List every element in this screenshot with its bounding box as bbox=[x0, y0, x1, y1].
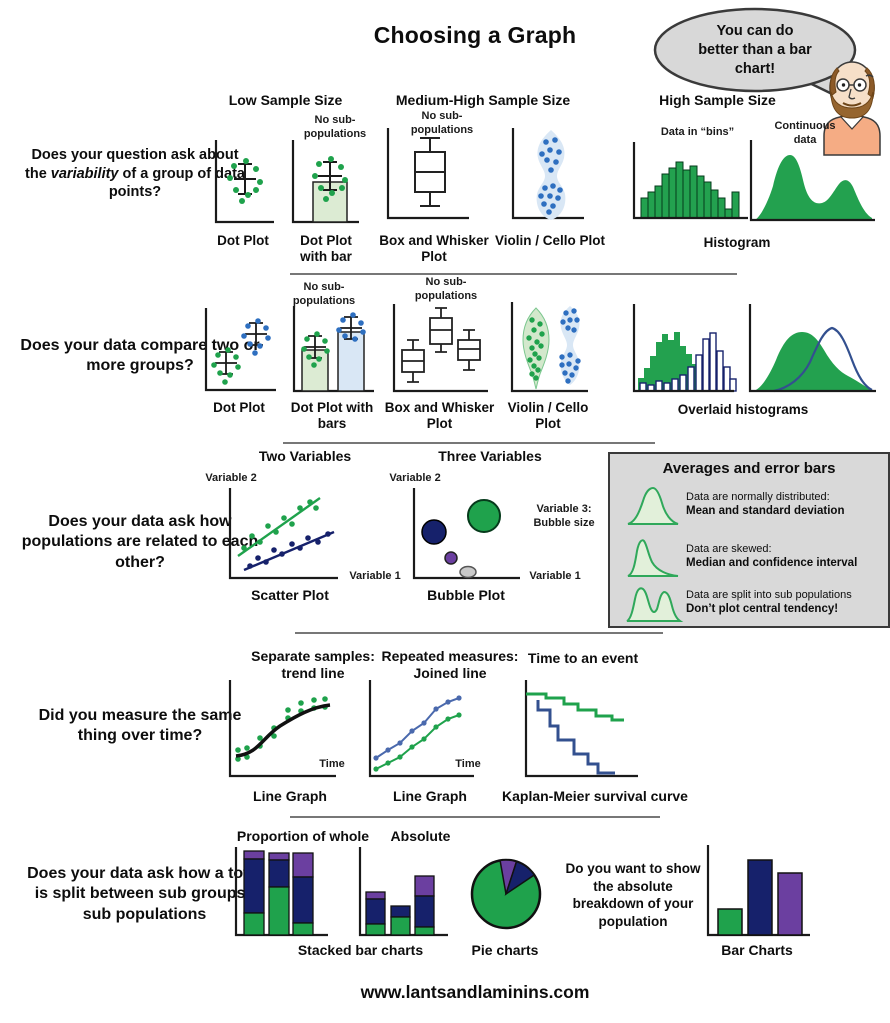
info-item-1-line2: Mean and standard deviation bbox=[686, 505, 845, 518]
row1-dot-plot-chart bbox=[214, 140, 274, 224]
row5-header-absolute: Absolute bbox=[390, 828, 451, 844]
normal-distribution-icon bbox=[627, 486, 679, 525]
row3-scatter-variable1-label: Variable 1 bbox=[349, 570, 401, 582]
row5-stacked-bar-proportion-chart bbox=[234, 847, 328, 937]
row4-trend-line-chart bbox=[228, 680, 336, 778]
page-title: Choosing a Graph bbox=[373, 22, 577, 48]
row1-box-whisker-chart bbox=[386, 128, 469, 220]
skewed-distribution-icon bbox=[627, 539, 679, 577]
row1-histogram-chart bbox=[632, 142, 748, 220]
info-box-title: Averages and error bars bbox=[662, 460, 836, 477]
row3-header-two-variables: Two Variables bbox=[258, 448, 352, 464]
row2-caption-dot-plot-with-bars: Dot Plot with bars bbox=[290, 400, 374, 432]
speech-bubble-text: You can do better than a bar chart! bbox=[698, 23, 812, 77]
column-header-medium-high-sample: Medium-High Sample Size bbox=[395, 92, 571, 108]
row3-caption-scatter: Scatter Plot bbox=[251, 587, 329, 603]
row4-question: Did you measure the same thing over time… bbox=[38, 707, 242, 745]
row2-dot-plot-with-bars-chart bbox=[292, 306, 374, 393]
row2-question: Does your data compare two or more group… bbox=[20, 337, 260, 375]
row3-scatter-variable2-label: Variable 2 bbox=[205, 472, 257, 484]
row2-dot-plot-chart bbox=[204, 308, 276, 392]
row5-pie-chart bbox=[470, 858, 542, 930]
row3-bubble-variable2-label: Variable 2 bbox=[389, 472, 441, 484]
row4-caption-line-graph-2: Line Graph bbox=[393, 788, 467, 804]
row2-caption-violin: Violin / Cello Plot bbox=[507, 400, 589, 432]
bimodal-distribution-icon bbox=[626, 587, 684, 622]
row1-caption-violin: Violin / Cello Plot bbox=[494, 233, 605, 248]
divider-4 bbox=[290, 816, 660, 818]
row2-no-subpopulations-label-1: No sub-populations bbox=[292, 281, 356, 307]
row2-caption-dot-plot: Dot Plot bbox=[213, 400, 265, 415]
row4-header-time-to-event: Time to an event bbox=[527, 650, 639, 666]
row1-caption-dot-plot: Dot Plot bbox=[217, 233, 269, 248]
info-item-3-line1: Data are split into sub populations bbox=[686, 589, 852, 601]
row4-time-label-2: Time bbox=[455, 758, 481, 770]
row1-no-subpopulations-label-2: No sub-populations bbox=[410, 110, 474, 136]
row3-bubble-chart bbox=[412, 488, 520, 580]
row1-data-in-bins-label: Data in “bins” bbox=[660, 126, 735, 138]
row5-caption-pie: Pie charts bbox=[471, 942, 539, 958]
professor-illustration bbox=[823, 61, 881, 156]
info-item-2-line1: Data are skewed: bbox=[686, 543, 772, 555]
row2-overlaid-histogram-chart bbox=[632, 304, 737, 393]
row3-header-three-variables: Three Variables bbox=[438, 448, 542, 464]
row1-question: Does your question ask about the variabi… bbox=[25, 147, 245, 201]
row5-question: Does your data ask how a total is split … bbox=[27, 865, 262, 923]
divider-3 bbox=[295, 632, 663, 634]
row1-continuous-data-label: Continuous data bbox=[774, 120, 836, 146]
row4-caption-kaplan-meier: Kaplan-Meier survival curve bbox=[502, 788, 688, 804]
row3-question: Does your data ask how populations are r… bbox=[21, 513, 259, 571]
row2-violin-chart bbox=[510, 302, 588, 393]
row5-caption-bar: Bar Charts bbox=[721, 942, 793, 958]
footer-url: www.lantsandlaminins.com bbox=[360, 982, 590, 1002]
info-item-3-line2: Don’t plot central tendency! bbox=[686, 603, 839, 616]
row3-variable3-label: Variable 3: Bubble size bbox=[533, 503, 595, 529]
row5-header-proportion: Proportion of whole bbox=[236, 828, 370, 844]
column-header-low-sample: Low Sample Size bbox=[228, 92, 343, 108]
row1-caption-histogram: Histogram bbox=[703, 235, 771, 250]
row2-caption-box-whisker: Box and Whisker Plot bbox=[384, 400, 495, 432]
row5-caption-stacked-bar: Stacked bar charts bbox=[297, 942, 424, 958]
divider-1 bbox=[290, 273, 737, 275]
row4-header-separate-samples: Separate samples: trend line bbox=[251, 648, 375, 681]
row2-caption-overlaid-histograms: Overlaid histograms bbox=[677, 402, 809, 417]
row1-caption-dot-plot-with-bar: Dot Plot with bar bbox=[300, 233, 352, 265]
row3-caption-bubble: Bubble Plot bbox=[427, 587, 505, 603]
info-item-1-line1: Data are normally distributed: bbox=[686, 491, 830, 503]
row2-no-subpopulations-label-2: No sub-populations bbox=[414, 276, 478, 302]
row5-prompt-text: Do you want to show the absolute breakdo… bbox=[565, 861, 701, 929]
row5-bar-chart bbox=[706, 845, 810, 937]
row3-scatter-chart bbox=[228, 488, 338, 580]
row1-dot-plot-with-bar-chart bbox=[291, 140, 359, 224]
row5-stacked-bar-absolute-chart bbox=[358, 847, 448, 937]
row1-violin-chart bbox=[511, 128, 584, 220]
divider-2 bbox=[283, 442, 655, 444]
info-item-2-line2: Median and confidence interval bbox=[686, 557, 858, 570]
row4-caption-line-graph-1: Line Graph bbox=[253, 788, 327, 804]
row3-bubble-variable1-label: Variable 1 bbox=[529, 570, 581, 582]
column-header-high-sample: High Sample Size bbox=[659, 92, 776, 108]
row4-time-label-1: Time bbox=[319, 758, 345, 770]
row4-joined-line-chart bbox=[368, 680, 474, 778]
row4-kaplan-meier-chart bbox=[524, 680, 638, 778]
row1-question-emphasis: variability bbox=[50, 165, 119, 182]
row2-box-whisker-chart bbox=[392, 304, 488, 393]
row1-caption-box-whisker: Box and Whisker Plot bbox=[379, 233, 489, 265]
row4-header-repeated-measures: Repeated measures: Joined line bbox=[381, 648, 519, 681]
row1-density-chart bbox=[749, 140, 875, 222]
row2-overlaid-density-chart bbox=[748, 304, 876, 393]
row1-no-subpopulations-label-1: No sub-populations bbox=[303, 114, 367, 140]
averages-info-box: Averages and error bars Data are normall… bbox=[608, 452, 890, 628]
